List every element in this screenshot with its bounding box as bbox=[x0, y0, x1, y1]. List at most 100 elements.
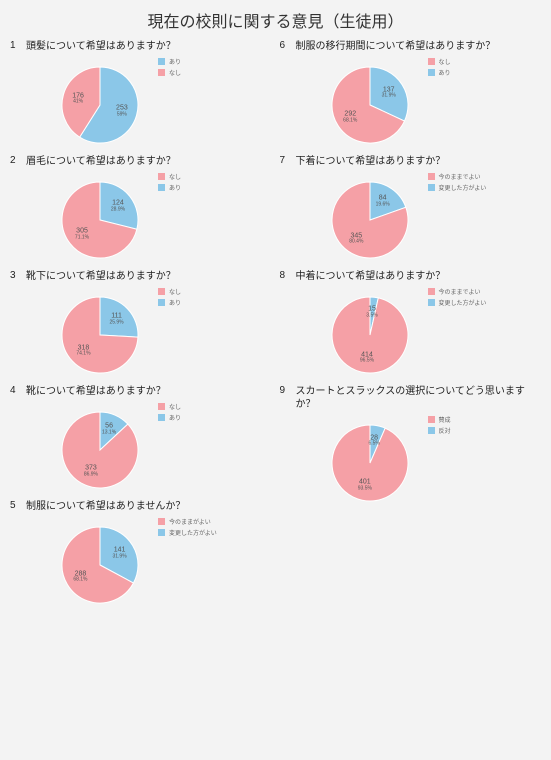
legend-label: あり bbox=[169, 298, 181, 307]
chart-wrap: 14131.9% 28868.1% 今のままがよい変更した方がよい bbox=[10, 515, 272, 615]
legend-label: なし bbox=[169, 402, 181, 411]
chart-cell: 2眉毛について希望はありますか？12428.9%30571.1%なしあり bbox=[10, 155, 272, 270]
legend-item: あり bbox=[158, 298, 181, 307]
legend-label: 今のままでよい bbox=[439, 172, 481, 181]
question-row: 3 靴下について希望はありますか？ bbox=[10, 270, 272, 283]
legend-item: あり bbox=[428, 68, 451, 77]
chart-cell: 1頭髪について希望はありますか？25359%17641%ありなし bbox=[10, 40, 272, 155]
slice-label: 286.5% bbox=[368, 434, 379, 447]
slice-label: 13731.9% bbox=[382, 86, 396, 99]
question-row: 7 下着について希望はありますか？ bbox=[280, 155, 542, 168]
slice-percent: 74.1% bbox=[76, 352, 90, 358]
legend-item: なし bbox=[158, 287, 181, 296]
legend-item: 賛成 bbox=[428, 415, 451, 424]
pie-chart: 286.5%40193.5% bbox=[320, 413, 420, 513]
legend-item: 変更した方がよい bbox=[428, 183, 487, 192]
question-text: 靴について希望はありますか？ bbox=[26, 385, 166, 398]
slice-percent: 25.9% bbox=[109, 320, 123, 326]
chart-wrap: 13731.9%29268.1% なしあり bbox=[280, 55, 542, 155]
question-text: 靴下について希望はありますか？ bbox=[26, 270, 176, 283]
chart-cell: 7下着について希望はありますか？8419.6%34580.4%今のままでよい変更… bbox=[280, 155, 542, 270]
legend: ありなし bbox=[158, 57, 181, 77]
legend: なしあり bbox=[158, 172, 181, 192]
slice-label: 153.5% bbox=[366, 306, 377, 319]
legend-item: 変更した方がよい bbox=[158, 528, 217, 537]
question-number: 9 bbox=[280, 385, 290, 396]
legend-swatch bbox=[428, 299, 435, 306]
question-number: 4 bbox=[10, 385, 20, 396]
legend-label: あり bbox=[439, 68, 451, 77]
legend-label: 賛成 bbox=[439, 415, 451, 424]
question-number: 1 bbox=[10, 40, 20, 51]
legend-item: あり bbox=[158, 183, 181, 192]
pie-chart: 11125.9%31874.1% bbox=[50, 285, 150, 385]
question-number: 8 bbox=[280, 270, 290, 281]
slice-percent: 13.1% bbox=[102, 430, 116, 436]
slice-label: 28868.1% bbox=[73, 570, 87, 583]
chart-wrap: 286.5%40193.5% 賛成反対 bbox=[280, 413, 542, 513]
legend-item: なし bbox=[158, 172, 181, 181]
pie-chart: 12428.9%30571.1% bbox=[50, 170, 150, 270]
slice-percent: 93.5% bbox=[358, 486, 372, 492]
slice-percent: 68.1% bbox=[343, 118, 357, 124]
legend-label: あり bbox=[169, 57, 181, 66]
legend-label: 今のままがよい bbox=[169, 517, 211, 526]
chart-cell: 9 スカートとスラックスの選択についてどう思いますか？286.5%40193.5%… bbox=[280, 385, 542, 513]
question-row: 4 靴について希望はありますか？ bbox=[10, 385, 272, 398]
legend-swatch bbox=[428, 288, 435, 295]
question-text: スカートとスラックスの選択についてどう思いますか？ bbox=[296, 385, 542, 411]
legend-label: あり bbox=[169, 183, 181, 192]
slice-label: 14131.9% bbox=[112, 547, 126, 560]
chart-wrap: 25359%17641%ありなし bbox=[10, 55, 272, 155]
legend: なしあり bbox=[158, 287, 181, 307]
question-row: 8 中着について希望はありますか？ bbox=[280, 270, 542, 283]
slice-label: 37386.9% bbox=[84, 464, 98, 477]
legend-swatch bbox=[428, 416, 435, 423]
legend-item: あり bbox=[158, 57, 181, 66]
slice-label: 17641% bbox=[72, 92, 84, 105]
slice-label: 30571.1% bbox=[75, 227, 89, 240]
question-number: 7 bbox=[280, 155, 290, 166]
question-text: 中着について希望はありますか？ bbox=[296, 270, 446, 283]
slice-percent: 59% bbox=[116, 112, 128, 118]
legend-item: なし bbox=[158, 402, 181, 411]
legend-swatch bbox=[158, 184, 165, 191]
question-row: 9 スカートとスラックスの選択についてどう思いますか？ bbox=[280, 385, 542, 411]
pie-chart: 13731.9%29268.1% bbox=[320, 55, 420, 155]
question-number: 3 bbox=[10, 270, 20, 281]
question-text: 下着について希望はありますか？ bbox=[296, 155, 446, 168]
page-title: 現在の校則に関する意見（生徒用） bbox=[10, 8, 541, 32]
legend: なしあり bbox=[428, 57, 451, 77]
slice-percent: 80.4% bbox=[349, 240, 363, 246]
legend-label: なし bbox=[439, 57, 451, 66]
legend-label: 今のままでよい bbox=[439, 287, 481, 296]
legend-item: 反対 bbox=[428, 426, 451, 435]
legend: 今のままでよい変更した方がよい bbox=[428, 172, 487, 192]
slice-percent: 41% bbox=[72, 100, 84, 106]
legend-swatch bbox=[158, 173, 165, 180]
legend-label: あり bbox=[169, 413, 181, 422]
slice-percent: 19.6% bbox=[376, 202, 390, 208]
chart-wrap: 8419.6%34580.4%今のままでよい変更した方がよい bbox=[280, 170, 542, 270]
legend: 賛成反対 bbox=[428, 415, 451, 435]
legend-swatch bbox=[428, 173, 435, 180]
legend-item: 今のままがよい bbox=[158, 517, 217, 526]
legend-swatch bbox=[158, 69, 165, 76]
question-text: 制服について希望はありませんか？ bbox=[26, 500, 185, 513]
chart-cell: 3 靴下について希望はありますか？ 11125.9%31874.1% なしあり bbox=[10, 270, 272, 385]
legend: 今のままでよい変更した方がよい bbox=[428, 287, 487, 307]
question-number: 6 bbox=[280, 40, 290, 51]
slice-percent: 3.5% bbox=[366, 313, 377, 319]
pie-chart: 5613.1%37386.9% bbox=[50, 400, 150, 500]
legend-label: 変更した方がよい bbox=[439, 298, 487, 307]
slice-percent: 71.1% bbox=[75, 235, 89, 241]
legend-label: なし bbox=[169, 172, 181, 181]
pie-chart: 153.5%41496.5% bbox=[320, 285, 420, 385]
legend-swatch bbox=[428, 58, 435, 65]
chart-wrap: 11125.9%31874.1% なしあり bbox=[10, 285, 272, 385]
legend-label: なし bbox=[169, 287, 181, 296]
slice-label: 8419.6% bbox=[376, 195, 390, 208]
legend: なしあり bbox=[158, 402, 181, 422]
pie-chart: 25359%17641% bbox=[50, 55, 150, 155]
legend-label: 反対 bbox=[439, 426, 451, 435]
